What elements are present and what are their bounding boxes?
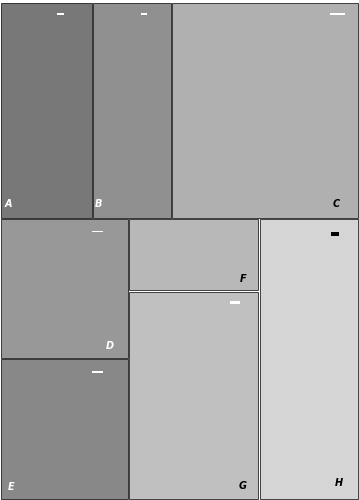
Bar	[141, 13, 148, 16]
Bar	[1, 218, 128, 358]
Bar	[93, 372, 103, 373]
Text: C: C	[332, 199, 340, 209]
Bar	[172, 2, 358, 218]
Text: E: E	[8, 482, 14, 492]
Bar	[57, 13, 64, 16]
Text: F: F	[240, 274, 246, 284]
Bar	[330, 13, 345, 16]
Text: G: G	[239, 480, 247, 490]
Bar	[129, 218, 258, 290]
Bar	[230, 230, 241, 232]
Text: D: D	[106, 340, 115, 350]
Text: B: B	[95, 199, 103, 209]
Text: A: A	[4, 199, 12, 209]
Bar	[260, 219, 358, 499]
Bar	[93, 230, 103, 232]
Bar	[1, 359, 128, 499]
Bar	[129, 292, 258, 499]
Bar	[230, 302, 241, 304]
Bar	[331, 232, 339, 236]
Text: H: H	[335, 478, 342, 488]
Bar	[93, 2, 171, 218]
Bar	[1, 2, 92, 218]
